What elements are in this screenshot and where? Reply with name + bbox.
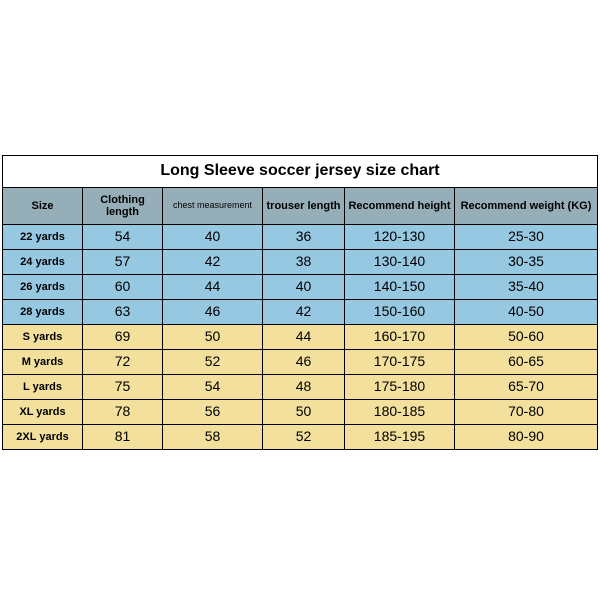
value-cell: 44 [263, 325, 345, 349]
value-cell: 42 [163, 250, 263, 274]
value-cell: 78 [83, 400, 163, 424]
value-cell: 38 [263, 250, 345, 274]
value-cell: 75 [83, 375, 163, 399]
value-cell: 52 [163, 350, 263, 374]
value-cell: 35-40 [455, 275, 597, 299]
value-cell: 30-35 [455, 250, 597, 274]
value-cell: 40-50 [455, 300, 597, 324]
value-cell: 46 [263, 350, 345, 374]
value-cell: 69 [83, 325, 163, 349]
size-cell: XL yards [3, 400, 83, 424]
size-cell: 22 yards [3, 225, 83, 249]
size-cell: 24 yards [3, 250, 83, 274]
column-header: Recommend weight (KG) [455, 188, 597, 224]
value-cell: 60-65 [455, 350, 597, 374]
value-cell: 42 [263, 300, 345, 324]
value-cell: 50-60 [455, 325, 597, 349]
value-cell: 120-130 [345, 225, 455, 249]
value-cell: 25-30 [455, 225, 597, 249]
table-row: S yards695044160-17050-60 [3, 325, 597, 350]
table-row: 2XL yards815852185-19580-90 [3, 425, 597, 450]
column-header: trouser length [263, 188, 345, 224]
column-header: Size [3, 188, 83, 224]
size-cell: L yards [3, 375, 83, 399]
table-row: 22 yards544036120-13025-30 [3, 225, 597, 250]
value-cell: 50 [263, 400, 345, 424]
value-cell: 72 [83, 350, 163, 374]
chart-title: Long Sleeve soccer jersey size chart [3, 156, 597, 188]
value-cell: 58 [163, 425, 263, 449]
size-cell: M yards [3, 350, 83, 374]
value-cell: 170-175 [345, 350, 455, 374]
table-row: 28 yards634642150-16040-50 [3, 300, 597, 325]
size-cell: 28 yards [3, 300, 83, 324]
value-cell: 175-180 [345, 375, 455, 399]
value-cell: 80-90 [455, 425, 597, 449]
value-cell: 54 [163, 375, 263, 399]
table-row: M yards725246170-17560-65 [3, 350, 597, 375]
value-cell: 36 [263, 225, 345, 249]
table-row: 24 yards574238130-14030-35 [3, 250, 597, 275]
value-cell: 70-80 [455, 400, 597, 424]
value-cell: 46 [163, 300, 263, 324]
value-cell: 60 [83, 275, 163, 299]
column-header: Clothing length [83, 188, 163, 224]
table-row: XL yards785650180-18570-80 [3, 400, 597, 425]
value-cell: 140-150 [345, 275, 455, 299]
value-cell: 150-160 [345, 300, 455, 324]
table-row: L yards755448175-18065-70 [3, 375, 597, 400]
value-cell: 40 [163, 225, 263, 249]
size-chart-table: Long Sleeve soccer jersey size chart Siz… [2, 155, 598, 450]
value-cell: 40 [263, 275, 345, 299]
header-row: SizeClothing lengthchest measurementtrou… [3, 188, 597, 225]
value-cell: 180-185 [345, 400, 455, 424]
value-cell: 48 [263, 375, 345, 399]
value-cell: 56 [163, 400, 263, 424]
value-cell: 44 [163, 275, 263, 299]
value-cell: 185-195 [345, 425, 455, 449]
size-cell: 26 yards [3, 275, 83, 299]
value-cell: 81 [83, 425, 163, 449]
value-cell: 57 [83, 250, 163, 274]
value-cell: 50 [163, 325, 263, 349]
size-cell: 2XL yards [3, 425, 83, 449]
value-cell: 54 [83, 225, 163, 249]
value-cell: 65-70 [455, 375, 597, 399]
size-cell: S yards [3, 325, 83, 349]
value-cell: 160-170 [345, 325, 455, 349]
column-header: chest measurement [163, 188, 263, 224]
column-header: Recommend height [345, 188, 455, 224]
value-cell: 130-140 [345, 250, 455, 274]
value-cell: 63 [83, 300, 163, 324]
value-cell: 52 [263, 425, 345, 449]
table-row: 26 yards604440140-15035-40 [3, 275, 597, 300]
